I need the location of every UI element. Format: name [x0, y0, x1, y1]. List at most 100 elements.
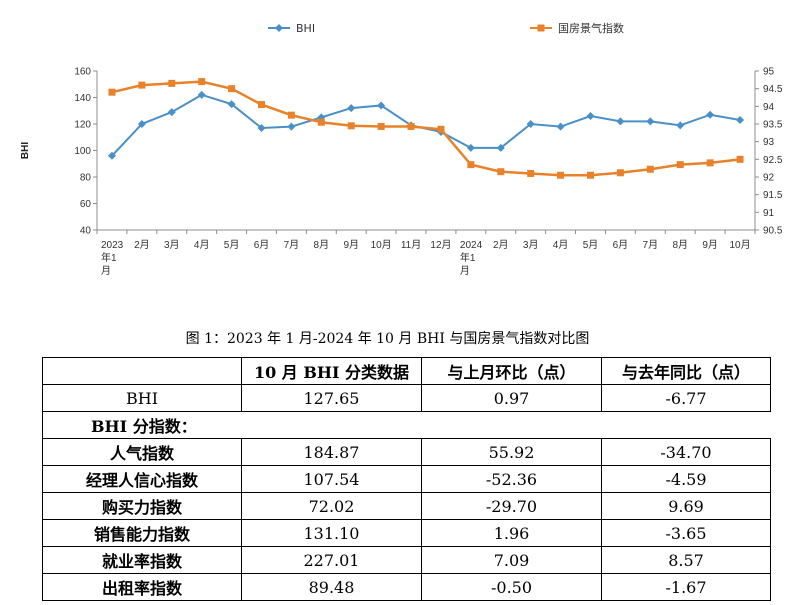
- x-tick-label: 月: [460, 265, 470, 277]
- y-tick-label: 160: [74, 67, 91, 78]
- x-tick-label: 11月: [401, 239, 421, 251]
- x-tick-label: 5月: [224, 239, 240, 251]
- bhi-comparison-chart: 40 60 80 100 120 140 160 90.5 91 91.5 92 92.5 93 93.5…: [20, 21, 783, 277]
- index-point: [407, 122, 415, 130]
- row-mom: -52.36: [421, 465, 602, 493]
- row-mom: -0.50: [421, 573, 602, 601]
- index-point: [736, 155, 744, 163]
- legend-label-2: 国房景气指数: [558, 21, 624, 35]
- row-yoy: -4.59: [601, 465, 771, 493]
- bhi-data-table: 10 月 BHI 分类数据 与上月环比（点） 与去年同比（点） BHI 127.…: [42, 357, 771, 601]
- index-point: [557, 171, 565, 179]
- table-row: 经理人信心指数 107.54 -52.36 -4.59: [42, 465, 771, 493]
- y2-tick-label: 95: [763, 67, 775, 78]
- index-point: [198, 78, 206, 86]
- row-label: BHI: [42, 384, 242, 412]
- y2-tick-label: 93.5: [763, 120, 783, 131]
- index-point: [437, 125, 445, 133]
- row-mom: 7.09: [421, 546, 602, 574]
- row-value: 227.01: [241, 546, 422, 574]
- index-point: [108, 88, 116, 96]
- table-header-value: 10 月 BHI 分类数据: [241, 357, 422, 385]
- x-tick-label: 6月: [254, 239, 270, 251]
- x-tick-label: 4月: [194, 239, 210, 251]
- x-tick-label: 年1: [460, 251, 476, 264]
- bhi-point: [466, 143, 475, 152]
- index-point: [616, 169, 624, 177]
- row-yoy: -1.67: [601, 573, 771, 601]
- table-header-row: 10 月 BHI 分类数据 与上月环比（点） 与去年同比（点）: [42, 357, 771, 385]
- row-mom: 55.92: [421, 438, 602, 466]
- index-point: [347, 122, 355, 130]
- x-tick-label: 8月: [314, 239, 330, 251]
- x-tick-label: 7月: [643, 239, 659, 251]
- x-tick-label: 3月: [164, 239, 180, 251]
- y-tick-label: 100: [74, 146, 91, 157]
- index-point: [497, 168, 505, 176]
- row-yoy: -6.77: [601, 384, 771, 412]
- row-yoy: 8.57: [601, 546, 771, 574]
- row-yoy: -3.65: [601, 519, 771, 547]
- bhi-point: [736, 116, 745, 125]
- x-tick-label: 3月: [523, 239, 539, 251]
- x-tick-label: 5月: [583, 239, 599, 251]
- legend-marker-1: [275, 24, 283, 32]
- table-header-blank: [42, 357, 242, 385]
- y2-tick-label: 92.5: [763, 155, 783, 166]
- series-line-1: [111, 93, 741, 157]
- bhi-point: [586, 112, 595, 121]
- bhi-point: [496, 143, 505, 152]
- table-section-row: BHI 分指数：: [42, 411, 771, 439]
- table-header-mom: 与上月环比（点）: [421, 357, 602, 385]
- y2-tick-label: 93: [763, 137, 775, 148]
- bhi-point: [107, 151, 116, 160]
- y-tick-label: 60: [80, 199, 92, 210]
- row-yoy: -34.70: [601, 438, 771, 466]
- y2-tick-label: 92: [763, 173, 775, 184]
- table-header-yoy: 与去年同比（点）: [601, 357, 771, 385]
- bhi-point: [257, 123, 266, 132]
- x-tick-label: 4月: [553, 239, 569, 251]
- row-value: 72.02: [241, 492, 422, 520]
- bhi-point: [227, 100, 236, 109]
- y-tick-label: 140: [74, 93, 91, 104]
- x-tick-label: 月: [101, 265, 111, 277]
- legend-label-1: BHI: [296, 22, 315, 35]
- y2-tick-label: 91: [763, 208, 775, 219]
- row-value: 127.65: [241, 384, 422, 412]
- x-tick-label: 2月: [134, 239, 150, 251]
- table-row: 就业率指数 227.01 7.09 8.57: [42, 546, 771, 574]
- bhi-point: [347, 104, 356, 113]
- index-point: [377, 122, 385, 130]
- row-label: 就业率指数: [42, 546, 242, 574]
- table-row: 出租率指数 89.48 -0.50 -1.67: [42, 573, 771, 601]
- section-label: BHI 分指数：: [42, 411, 771, 439]
- row-label: 购买力指数: [42, 492, 242, 520]
- row-mom: -29.70: [421, 492, 602, 520]
- table-row: 销售能力指数 131.10 1.96 -3.65: [42, 519, 771, 547]
- row-label: 出租率指数: [42, 573, 242, 601]
- index-point: [317, 118, 325, 126]
- y-tick-label: 80: [80, 173, 92, 184]
- row-label: 经理人信心指数: [42, 465, 242, 493]
- index-point: [287, 111, 295, 119]
- y-axis-label: BHI: [20, 142, 31, 159]
- x-tick-label: 2月: [493, 239, 509, 251]
- x-tick-label: 8月: [672, 239, 688, 251]
- row-mom: 0.97: [421, 384, 602, 412]
- table-row-bhi: BHI 127.65 0.97 -6.77: [42, 384, 771, 412]
- row-value: 131.10: [241, 519, 422, 547]
- x-tick-label: 10月: [729, 239, 750, 251]
- index-point: [467, 161, 475, 169]
- bhi-point: [526, 120, 535, 128]
- index-point: [587, 171, 594, 179]
- x-tick-label: 2023: [101, 240, 124, 251]
- legend-marker-2: [537, 24, 545, 32]
- index-point: [258, 101, 265, 109]
- bhi-point: [646, 117, 655, 126]
- x-tick-label: 9月: [702, 239, 718, 251]
- table-row: 人气指数 184.87 55.92 -34.70: [42, 438, 771, 466]
- x-tick-label: 7月: [284, 239, 300, 251]
- row-value: 184.87: [241, 438, 422, 466]
- x-tick-label: 12月: [430, 239, 451, 251]
